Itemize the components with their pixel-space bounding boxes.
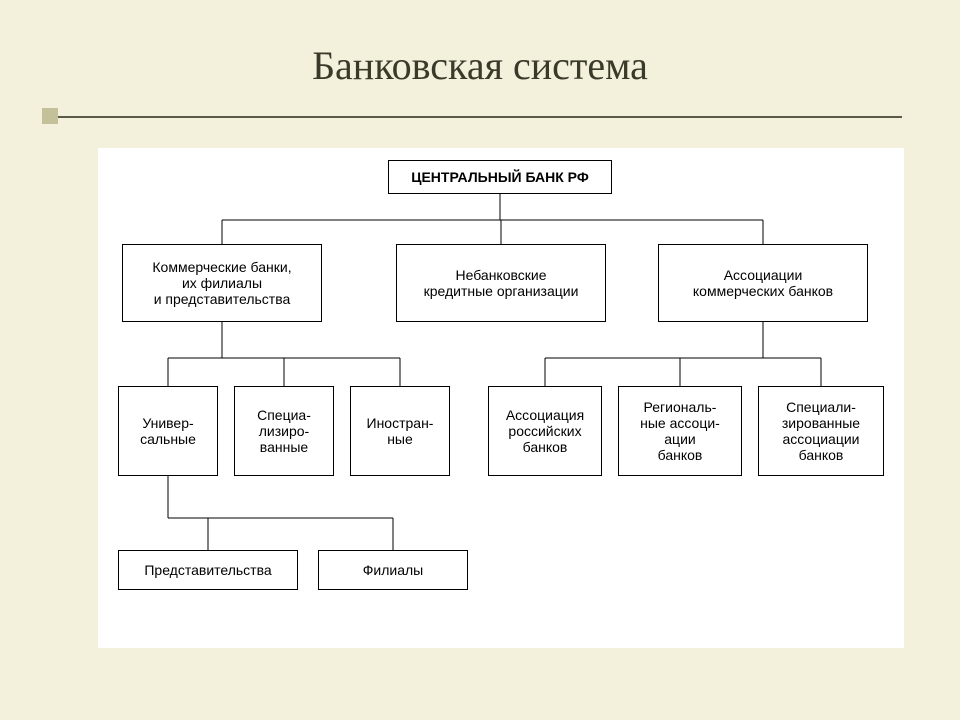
slide-title: Банковская система [0,42,960,89]
node-l2e: Региональ-ные ассоци-ациибанков [618,386,742,476]
slide: Банковская система ЦЕНТРАЛЬНЫЙ БАНК РФ Ко… [0,0,960,720]
node-l1a: Коммерческие банки,их филиалыи представи… [122,244,322,322]
node-l2c: Иностран-ные [350,386,450,476]
node-l2d: Ассоциацияроссийскихбанков [488,386,602,476]
node-l2f: Специали-зированныеассоциациибанков [758,386,884,476]
node-l1c: Ассоциациикоммерческих банков [658,244,868,322]
node-l2a: Универ-сальные [118,386,218,476]
node-l3a: Представительства [118,550,298,590]
title-divider [58,116,902,118]
node-l1b: Небанковскиекредитные организации [396,244,606,322]
node-l2b: Специа-лизиро-ванные [234,386,334,476]
node-l3b: Филиалы [318,550,468,590]
accent-square-icon [42,108,58,124]
node-root: ЦЕНТРАЛЬНЫЙ БАНК РФ [388,160,612,194]
org-chart: ЦЕНТРАЛЬНЫЙ БАНК РФ Коммерческие банки,их… [98,148,904,648]
